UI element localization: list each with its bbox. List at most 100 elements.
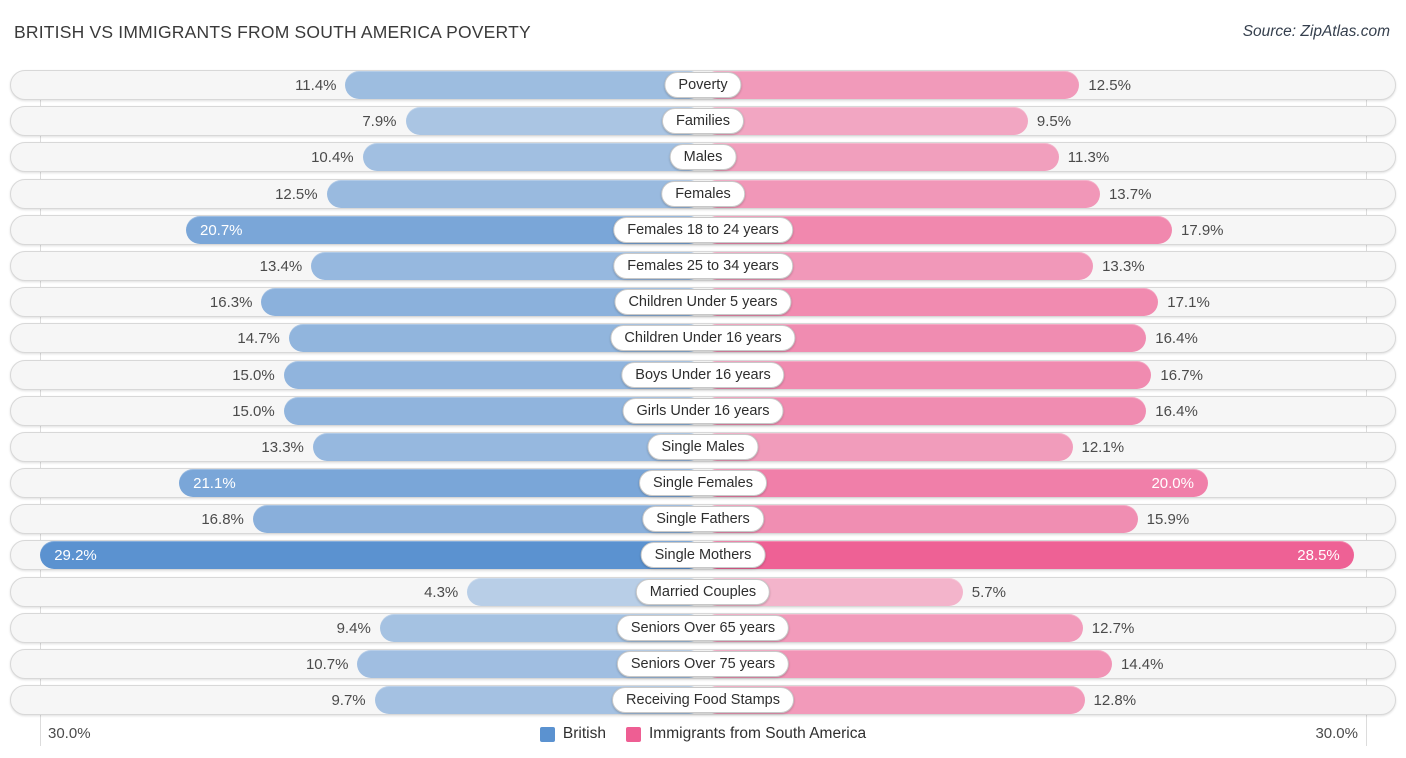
bar-british <box>326 179 703 208</box>
value-label-immigrants: 12.8% <box>1093 692 1137 710</box>
value-label-immigrants: 12.1% <box>1081 438 1125 456</box>
category-label: Families <box>662 108 744 135</box>
chart-title: BRITISH VS IMMIGRANTS FROM SOUTH AMERICA… <box>14 22 531 42</box>
value-label-immigrants: 13.3% <box>1102 257 1145 275</box>
value-label-british: 16.3% <box>209 294 253 312</box>
category-label: Receiving Food Stamps <box>612 687 794 714</box>
value-label-immigrants: 20.0% <box>1151 475 1194 493</box>
value-label-british: 13.3% <box>261 438 304 456</box>
bar-immigrants <box>703 107 1028 136</box>
value-label-british: 20.7% <box>199 221 243 239</box>
chart-row: 16.8% 15.9% Single Fathers <box>10 504 1396 535</box>
value-label-immigrants: 17.1% <box>1167 294 1210 312</box>
chart-row: 10.7% 14.4% Seniors Over 75 years <box>10 649 1396 679</box>
chart-row: 15.0% 16.4% Girls Under 16 years <box>10 395 1396 426</box>
legend-item-immigrants: Immigrants from South America <box>626 725 866 743</box>
value-label-immigrants: 12.7% <box>1091 619 1135 637</box>
value-label-immigrants: 16.7% <box>1160 366 1203 384</box>
category-label: Single Females <box>639 470 767 497</box>
chart-row: 20.7% 17.9% Females 18 to 24 years <box>10 214 1396 245</box>
value-label-immigrants: 9.5% <box>1036 113 1072 131</box>
chart-row: 9.7% 12.8% Receiving Food Stamps <box>10 685 1396 716</box>
bar-immigrants <box>703 179 1100 208</box>
bar-british <box>362 143 703 172</box>
category-label: Married Couples <box>635 578 771 605</box>
value-label-immigrants: 28.5% <box>1297 547 1340 565</box>
category-label: Single Males <box>647 433 759 460</box>
bar-british <box>312 432 703 461</box>
category-label: Females 25 to 34 years <box>613 252 793 279</box>
bar-immigrants <box>703 143 1059 172</box>
value-label-immigrants: 5.7% <box>971 583 1006 601</box>
value-label-british: 13.4% <box>259 257 303 275</box>
value-label-immigrants: 13.7% <box>1108 185 1152 203</box>
value-label-british: 11.4% <box>295 77 337 94</box>
axis-max-left: 30.0% <box>48 725 91 742</box>
value-label-british: 9.7% <box>331 692 366 710</box>
chart-row: 21.1% 20.0% Single Females <box>10 468 1396 499</box>
value-label-immigrants: 11.3% <box>1067 149 1110 167</box>
bar-immigrants <box>703 469 1208 498</box>
chart-rows: 11.4% 12.5% Poverty 7.9% 9.5% Families 1… <box>10 70 1396 721</box>
value-label-immigrants: 15.9% <box>1146 511 1190 529</box>
value-label-british: 4.3% <box>424 583 459 601</box>
bar-immigrants <box>703 71 1080 99</box>
bar-british <box>179 469 703 498</box>
chart-row: 15.0% 16.7% Boys Under 16 years <box>10 359 1396 390</box>
value-label-british: 15.0% <box>232 366 275 384</box>
value-label-british: 14.7% <box>237 330 280 348</box>
category-label: Children Under 16 years <box>610 325 796 352</box>
chart-header: BRITISH VS IMMIGRANTS FROM SOUTH AMERICA… <box>0 0 1406 62</box>
bar-immigrants <box>703 541 1354 570</box>
value-label-british: 29.2% <box>54 547 97 565</box>
category-label: Children Under 5 years <box>614 289 792 316</box>
legend-label-british: British <box>562 725 606 742</box>
value-label-british: 10.7% <box>305 656 349 673</box>
legend-swatch-immigrants <box>626 726 641 742</box>
bar-immigrants <box>703 505 1138 534</box>
chart-row: 12.5% 13.7% Females <box>10 178 1396 209</box>
category-label: Single Mothers <box>640 542 766 569</box>
legend-label-immigrants: Immigrants from South America <box>649 725 867 742</box>
category-label: Girls Under 16 years <box>622 397 784 424</box>
bar-british <box>345 71 703 99</box>
chart-row: 4.3% 5.7% Married Couples <box>10 576 1396 607</box>
bar-british <box>252 505 703 534</box>
value-label-british: 7.9% <box>362 113 397 131</box>
bar-british <box>405 107 703 136</box>
value-label-british: 12.5% <box>275 185 318 203</box>
chart-row: 10.4% 11.3% Males <box>10 142 1396 173</box>
value-label-immigrants: 14.4% <box>1120 656 1164 673</box>
chart-row: 13.3% 12.1% Single Males <box>10 431 1396 462</box>
chart-row: 29.2% 28.5% Single Mothers <box>10 540 1396 571</box>
value-label-british: 16.8% <box>201 511 244 529</box>
chart-row: 9.4% 12.7% Seniors Over 65 years <box>10 612 1396 643</box>
value-label-british: 10.4% <box>311 149 354 167</box>
value-label-immigrants: 17.9% <box>1180 221 1224 239</box>
axis-max-right: 30.0% <box>1315 725 1358 742</box>
value-label-british: 21.1% <box>193 475 236 493</box>
category-label: Boys Under 16 years <box>621 361 785 388</box>
value-label-immigrants: 12.5% <box>1088 77 1131 94</box>
chart-footer: 30.0% British Immigrants from South Amer… <box>0 722 1406 748</box>
bar-british <box>40 541 703 570</box>
category-label: Females 18 to 24 years <box>613 216 793 243</box>
value-label-immigrants: 16.4% <box>1155 402 1198 420</box>
legend: British Immigrants from South America <box>0 725 1406 743</box>
category-label: Poverty <box>664 72 742 98</box>
chart-row: 11.4% 12.5% Poverty <box>10 70 1396 100</box>
value-label-british: 15.0% <box>232 402 275 420</box>
category-label: Females <box>661 180 745 207</box>
category-label: Males <box>669 144 737 171</box>
category-label: Single Fathers <box>642 506 764 533</box>
category-label: Seniors Over 75 years <box>616 651 790 677</box>
chart-row: 14.7% 16.4% Children Under 16 years <box>10 323 1396 354</box>
source-attribution: Source: ZipAtlas.com <box>1242 23 1390 40</box>
value-label-immigrants: 16.4% <box>1155 330 1198 348</box>
legend-swatch-british <box>539 726 555 742</box>
category-label: Seniors Over 65 years <box>616 614 790 641</box>
chart-row: 16.3% 17.1% Children Under 5 years <box>10 287 1396 318</box>
chart-row: 13.4% 13.3% Females 25 to 34 years <box>10 250 1396 281</box>
bar-immigrants <box>703 432 1073 461</box>
value-label-british: 9.4% <box>336 619 371 637</box>
